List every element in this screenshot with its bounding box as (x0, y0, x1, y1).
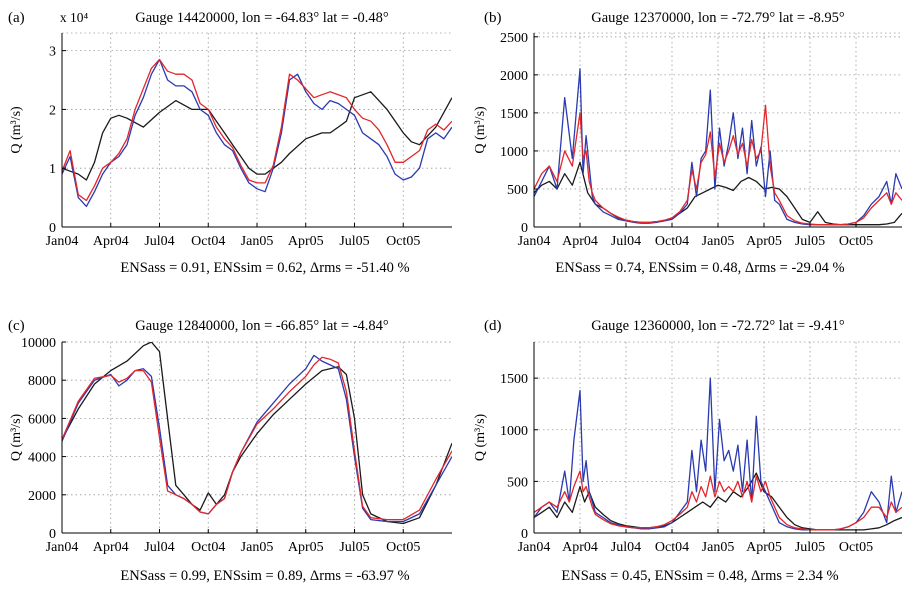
y-tick-label: 1500 (500, 107, 528, 122)
x-tick-label: Apr05 (746, 234, 782, 249)
y-tick-label: 1000 (500, 145, 528, 160)
x-tick-label: Apr05 (288, 540, 324, 555)
y-axis-label: Q (m³/s) (473, 106, 488, 154)
x-tick-label: Jan05 (241, 540, 274, 555)
y-tick-label: 2000 (500, 69, 528, 84)
metrics-text: ENSass = 0.91, ENSsim = 0.62, Δrms = -51… (120, 260, 409, 276)
x-tick-label: Jul05 (339, 540, 369, 555)
plot-area (62, 33, 452, 227)
y-tick-label: 6000 (28, 412, 56, 427)
y-tick-label: 500 (507, 475, 528, 490)
panel-label: (d) (484, 318, 502, 334)
x-tick-label: Jan05 (702, 234, 735, 249)
y-tick-label: 1500 (500, 372, 528, 387)
panel-label: (c) (8, 318, 25, 334)
y-tick-label: 10000 (21, 336, 56, 351)
panel-label: (b) (484, 10, 502, 26)
x-tick-label: Oct05 (386, 540, 420, 555)
y-tick-label: 0 (49, 527, 56, 542)
y-tick-label: 500 (507, 183, 528, 198)
series-line-red (62, 356, 452, 521)
panel-3: Jan04 Apr04 Jul04 Oct04 Jan05 Apr05 Jul05 Oct05… (473, 318, 902, 584)
y-tick-label: 1 (49, 162, 56, 177)
x-tick-label: Jul04 (144, 540, 174, 555)
y-tick-label: 0 (521, 527, 528, 542)
x-tick-label: Apr05 (746, 540, 782, 555)
x-tick-label: Jul04 (144, 234, 174, 249)
y-axis-label: Q (m³/s) (473, 413, 488, 461)
x-tick-label: Jul04 (611, 540, 641, 555)
x-tick-label: Oct05 (386, 234, 420, 249)
x-tick-label: Jan04 (518, 234, 551, 249)
x-tick-label: Jan04 (518, 540, 551, 555)
y-axis-label: Q (m³/s) (9, 413, 24, 461)
y-tick-label: 3 (49, 45, 56, 60)
y-tick-label: 4000 (28, 451, 56, 466)
panel-label: (a) (8, 10, 25, 26)
x-tick-label: Apr04 (562, 540, 598, 555)
metrics-text: ENSass = 0.74, ENSsim = 0.48, Δrms = -29… (555, 260, 844, 276)
y-tick-label: 0 (521, 221, 528, 236)
y-tick-label: 2500 (500, 31, 528, 46)
x-tick-label: Jan05 (241, 234, 274, 249)
y-tick-label: 8000 (28, 374, 56, 389)
x-tick-label: Jul05 (795, 234, 825, 249)
panel-1: Jan04 Apr04 Jul04 Oct04 Jan05 Apr05 Jul05 Oct05… (473, 10, 902, 276)
y-tick-label: 2 (49, 103, 56, 118)
metrics-text: ENSass = 0.45, ENSsim = 0.48, Δrms = 2.3… (561, 568, 838, 584)
x-tick-label: Jan05 (702, 540, 735, 555)
x-tick-label: Oct04 (191, 540, 225, 555)
chart-title: Gauge 14420000, lon = -64.83° lat = -0.4… (135, 10, 389, 26)
x-tick-label: Apr05 (288, 234, 324, 249)
series-line-red (62, 58, 452, 202)
series-line-blue (62, 58, 452, 208)
y-axis-label: Q (m³/s) (9, 106, 24, 154)
series-line-red (534, 104, 902, 226)
y-tick-label: 0 (49, 221, 56, 236)
x-tick-label: Jul05 (339, 234, 369, 249)
panel-0: Jan04 Apr04 Jul04 Oct04 Jan05 Apr05 Jul05 Oct05… (8, 10, 452, 276)
chart-title: Gauge 12840000, lon = -66.85° lat = -4.8… (135, 318, 389, 334)
x-tick-label: Jul05 (795, 540, 825, 555)
series-line-black (62, 91, 452, 181)
x-tick-label: Apr04 (562, 234, 598, 249)
x-tick-label: Oct04 (655, 540, 689, 555)
x-tick-label: Apr04 (93, 234, 129, 249)
x-tick-label: Oct04 (655, 234, 689, 249)
y-tick-label: 2000 (28, 489, 56, 504)
x-tick-label: Apr04 (93, 540, 129, 555)
panel-2: Jan04 Apr04 Jul04 Oct04 Jan05 Apr05 Jul05 Oct05… (8, 318, 452, 584)
plot-area (534, 33, 902, 227)
series-line-red (534, 470, 902, 531)
x-tick-label: Oct05 (839, 540, 873, 555)
x-tick-label: Oct04 (191, 234, 225, 249)
x-tick-label: Oct05 (839, 234, 873, 249)
y-tick-label: 1000 (500, 424, 528, 439)
metrics-text: ENSass = 0.99, ENSsim = 0.89, Δrms = -63… (120, 568, 409, 584)
x-tick-label: Jan04 (46, 234, 79, 249)
chart-title: Gauge 12370000, lon = -72.79° lat = -8.9… (591, 10, 845, 26)
chart-title: Gauge 12360000, lon = -72.72° lat = -9.4… (591, 318, 845, 334)
x-tick-label: Jul04 (611, 234, 641, 249)
y-exponent-label: x 10⁴ (60, 10, 89, 25)
x-tick-label: Jan04 (46, 540, 79, 555)
